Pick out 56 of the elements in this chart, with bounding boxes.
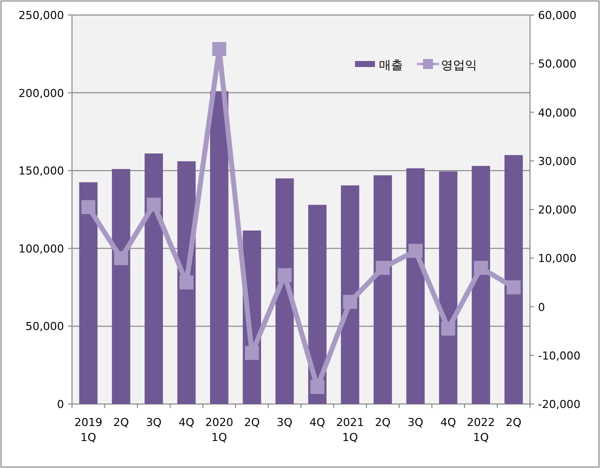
x-tick-label: 2Q bbox=[506, 416, 522, 429]
point bbox=[212, 42, 226, 56]
point bbox=[244, 346, 259, 360]
x-tick-label: 2Q bbox=[374, 416, 391, 429]
y2-tick-label: 60,000 bbox=[538, 9, 576, 22]
x-tick-label: 4Q bbox=[310, 416, 326, 429]
y2-tick-label: 30,000 bbox=[538, 154, 576, 168]
x-tick-label: 3Q bbox=[408, 416, 424, 429]
bar bbox=[144, 153, 163, 404]
x-tick-label: 4Q bbox=[178, 416, 195, 429]
bar bbox=[112, 169, 130, 404]
x-tick-label: 2022 1Q bbox=[466, 416, 495, 444]
y2-tick-label: -20,000 bbox=[538, 398, 580, 411]
legend-label: 매출 bbox=[379, 58, 403, 72]
bar bbox=[79, 182, 98, 404]
y2-tick-label: 20,000 bbox=[538, 204, 576, 216]
point bbox=[408, 244, 422, 258]
y2-tick-label: -10,000 bbox=[538, 349, 580, 362]
x-tick-label: 2Q bbox=[113, 416, 130, 429]
x-tick-label: 2019 1Q bbox=[74, 416, 102, 444]
y2-tick-label: 10,000 bbox=[538, 252, 576, 266]
bar bbox=[472, 166, 490, 404]
y-tick-label: 200,000 bbox=[18, 86, 64, 100]
bar bbox=[340, 185, 360, 404]
y-tick-label: 100,000 bbox=[18, 242, 64, 256]
point bbox=[114, 251, 128, 266]
y2-tick-label: 0 bbox=[538, 300, 545, 314]
x-tick-label: 3Q bbox=[146, 416, 162, 429]
bar bbox=[504, 155, 523, 404]
x-tick-label: 2020 1Q bbox=[205, 416, 234, 444]
bar bbox=[275, 178, 294, 404]
y2-tick-label: 50,000 bbox=[538, 58, 576, 71]
y-tick-label: 50,000 bbox=[26, 320, 64, 334]
x-tick-label: 4Q bbox=[440, 416, 456, 429]
point bbox=[310, 380, 324, 394]
point bbox=[81, 200, 96, 214]
x-tick-label: 2Q bbox=[244, 416, 260, 429]
point bbox=[278, 268, 292, 282]
bar bbox=[374, 175, 392, 404]
legend-label: 영업익 bbox=[441, 58, 477, 72]
y-tick-label: 0 bbox=[57, 398, 64, 411]
x-tick-label: 2021 1Q bbox=[336, 416, 364, 444]
y-tick-label: 250,000 bbox=[18, 9, 64, 22]
bar bbox=[439, 171, 458, 404]
point bbox=[376, 260, 390, 275]
point bbox=[343, 294, 358, 309]
y2-tick-label: 40,000 bbox=[538, 106, 576, 120]
point bbox=[146, 198, 161, 212]
bar bbox=[406, 168, 425, 404]
bar bbox=[210, 91, 228, 404]
y-tick-label: 150,000 bbox=[18, 164, 64, 178]
point bbox=[180, 275, 194, 290]
point bbox=[506, 280, 521, 294]
point bbox=[474, 260, 488, 275]
point bbox=[441, 322, 456, 336]
x-tick-label: 3Q bbox=[276, 416, 293, 429]
